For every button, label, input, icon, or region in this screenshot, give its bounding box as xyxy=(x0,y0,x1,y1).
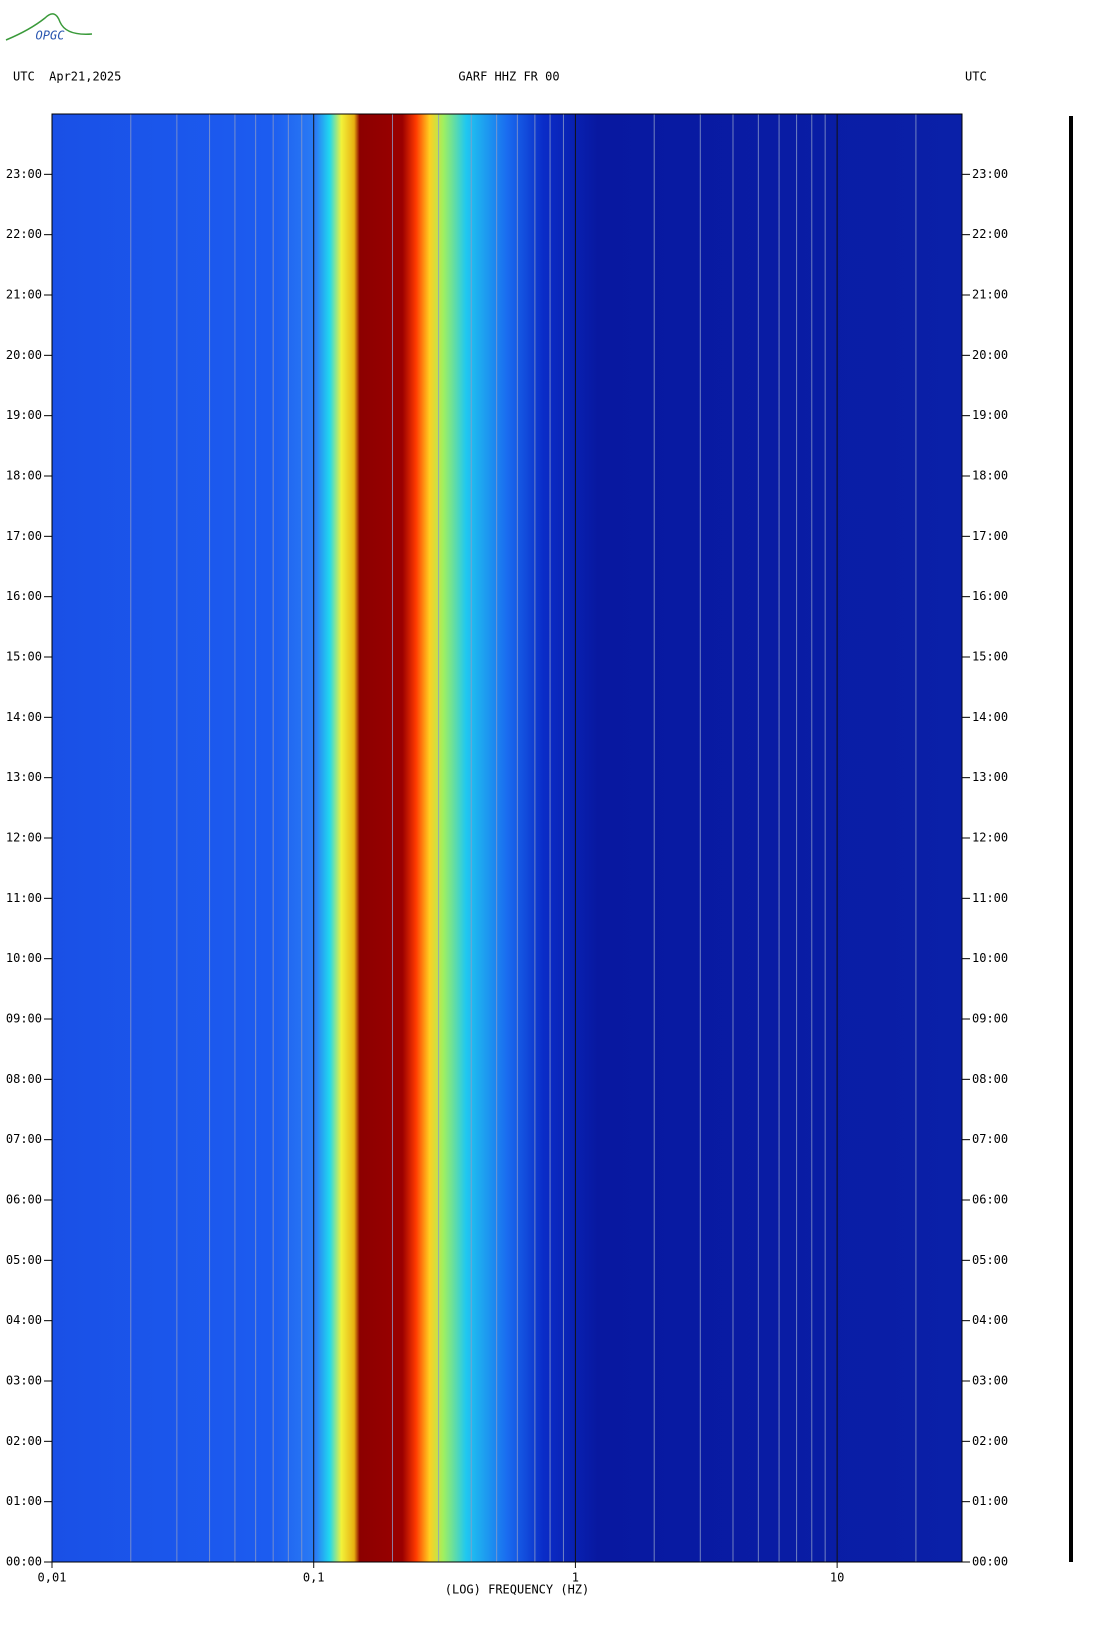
y-tick-label-right: 02:00 xyxy=(972,1434,1008,1448)
y-tick-label-left: 08:00 xyxy=(6,1072,42,1086)
y-tick-label-left: 14:00 xyxy=(6,710,42,724)
y-tick-label-right: 00:00 xyxy=(972,1555,1008,1569)
y-tick-label-right: 16:00 xyxy=(972,589,1008,603)
y-tick-label-right: 12:00 xyxy=(972,831,1008,845)
y-tick-label-left: 05:00 xyxy=(6,1253,42,1267)
y-tick-label-left: 16:00 xyxy=(6,589,42,603)
x-axis-label: (LOG) FREQUENCY (HZ) xyxy=(445,1583,590,1597)
y-tick-label-right: 10:00 xyxy=(972,951,1008,965)
y-tick-label-right: 04:00 xyxy=(972,1313,1008,1327)
y-tick-label-right: 06:00 xyxy=(972,1193,1008,1207)
y-tick-label-right: 07:00 xyxy=(972,1132,1008,1146)
y-tick-label-left: 01:00 xyxy=(6,1494,42,1508)
y-tick-label-right: 08:00 xyxy=(972,1072,1008,1086)
y-tick-label-right: 15:00 xyxy=(972,650,1008,664)
y-tick-label-right: 11:00 xyxy=(972,891,1008,905)
x-tick-label: 1 xyxy=(572,1571,579,1585)
y-tick-label-right: 01:00 xyxy=(972,1494,1008,1508)
y-tick-label-left: 03:00 xyxy=(6,1374,42,1388)
y-tick-label-left: 20:00 xyxy=(6,348,42,362)
y-tick-label-left: 21:00 xyxy=(6,288,42,302)
y-tick-label-left: 23:00 xyxy=(6,167,42,181)
y-tick-label-right: 13:00 xyxy=(972,770,1008,784)
y-tick-label-left: 11:00 xyxy=(6,891,42,905)
y-tick-label-left: 15:00 xyxy=(6,650,42,664)
x-tick-label: 0,01 xyxy=(38,1571,67,1585)
chart-title: GARF HHZ FR 00 xyxy=(458,70,559,84)
y-tick-label-left: 19:00 xyxy=(6,408,42,422)
y-tick-label-right: 14:00 xyxy=(972,710,1008,724)
y-tick-label-left: 13:00 xyxy=(6,770,42,784)
y-tick-label-left: 04:00 xyxy=(6,1313,42,1327)
x-tick-label: 0,1 xyxy=(303,1571,325,1585)
spectrogram xyxy=(52,114,962,1562)
y-tick-label-left: 00:00 xyxy=(6,1555,42,1569)
title-right: UTC xyxy=(965,70,987,84)
y-tick-label-left: 10:00 xyxy=(6,951,42,965)
y-tick-label-right: 22:00 xyxy=(972,227,1008,241)
y-tick-label-right: 19:00 xyxy=(972,408,1008,422)
y-tick-label-left: 09:00 xyxy=(6,1012,42,1026)
y-tick-label-left: 06:00 xyxy=(6,1193,42,1207)
y-tick-label-right: 21:00 xyxy=(972,288,1008,302)
x-tick-label: 10 xyxy=(830,1571,844,1585)
y-tick-label-left: 12:00 xyxy=(6,831,42,845)
y-tick-label-right: 17:00 xyxy=(972,529,1008,543)
y-tick-label-right: 05:00 xyxy=(972,1253,1008,1267)
y-tick-label-left: 02:00 xyxy=(6,1434,42,1448)
plot-frame xyxy=(51,113,963,1563)
title-left: UTC Apr21,2025 xyxy=(13,70,121,84)
y-tick-label-right: 18:00 xyxy=(972,469,1008,483)
y-tick-label-right: 20:00 xyxy=(972,348,1008,362)
y-tick-label-right: 09:00 xyxy=(972,1012,1008,1026)
y-tick-label-left: 17:00 xyxy=(6,529,42,543)
y-tick-label-left: 22:00 xyxy=(6,227,42,241)
logo-text: OPGC xyxy=(36,29,66,43)
y-tick-label-right: 03:00 xyxy=(972,1374,1008,1388)
y-tick-label-left: 18:00 xyxy=(6,469,42,483)
y-tick-label-left: 07:00 xyxy=(6,1132,42,1146)
y-tick-label-right: 23:00 xyxy=(972,167,1008,181)
logo: OPGC xyxy=(5,13,93,43)
